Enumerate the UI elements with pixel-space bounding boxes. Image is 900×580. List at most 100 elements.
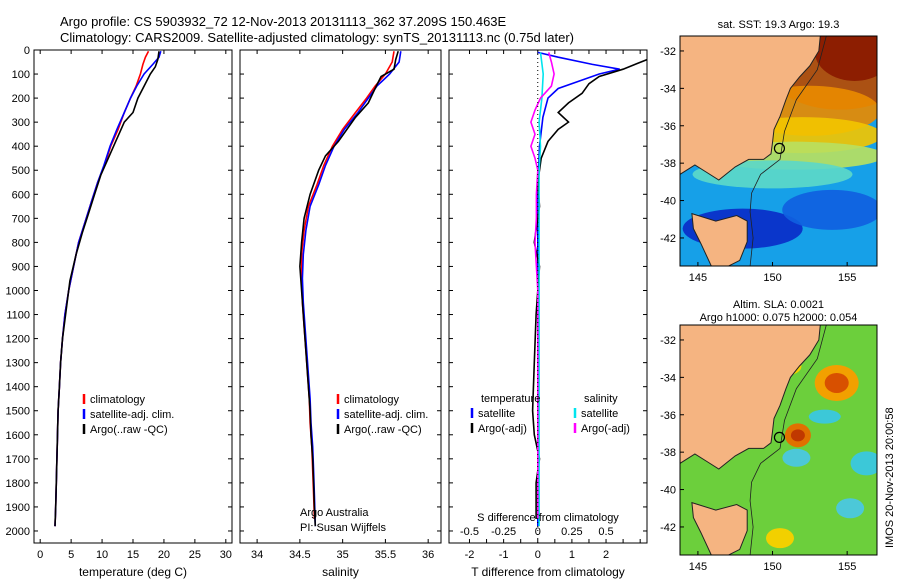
y-tick-label: 900 [12, 261, 30, 273]
figure-title-line-1: Argo profile: CS 5903932_72 12-Nov-2013 … [60, 14, 507, 29]
s-tick-label: -0.25 [491, 526, 516, 538]
map-title: sat. SST: 19.3 Argo: 19.3 [718, 19, 840, 31]
map-frame [679, 35, 878, 267]
plot-frame [448, 49, 648, 544]
y-tick-label: 1800 [6, 478, 30, 490]
map-x-tick-label: 145 [689, 272, 707, 284]
x-tick-label: 25 [189, 549, 201, 561]
sst-field-patch [782, 189, 877, 230]
legend-label: Argo(-adj) [581, 423, 630, 435]
tasmania-landmass [691, 501, 748, 555]
imos-watermark: IMOS 20-Nov-2013 20:00:58 [884, 407, 896, 548]
x-tick-label: 30 [220, 549, 232, 561]
annotation-line-1: Argo Australia [300, 507, 369, 519]
y-tick-label: 1900 [6, 502, 30, 514]
map-y-tick-label: -42 [660, 233, 676, 245]
legend-label: satellite [478, 408, 515, 420]
x-tick-label: 36 [422, 549, 434, 561]
y-tick-label: 1000 [6, 285, 30, 297]
y-tick-label: 2000 [6, 526, 30, 538]
map-y-tick-label: -40 [660, 196, 676, 208]
series-line-argo-raw-qc- [54, 51, 160, 527]
map-x-tick-label: 145 [689, 561, 707, 573]
map-title: Altim. SLA: 0.0021 [733, 299, 824, 311]
map-y-tick-label: -34 [660, 83, 676, 95]
tasmania-landmass [691, 212, 748, 266]
x-tick-label: 34 [251, 549, 263, 561]
x-tick-label: 0 [37, 549, 43, 561]
x-axis-label: salinity [322, 565, 359, 579]
x-tick-label: 20 [158, 549, 170, 561]
legend-label: climatology [90, 394, 146, 406]
map-x-tick-label: 150 [763, 272, 781, 284]
map-y-tick-label: -38 [660, 158, 676, 170]
map-frame [679, 324, 878, 556]
x-tick-label: 5 [68, 549, 74, 561]
legend-label: Argo(-adj) [478, 423, 527, 435]
x-tick-label: 0 [535, 549, 541, 561]
sla-field-patch [824, 372, 849, 393]
x-tick-label: 10 [96, 549, 108, 561]
map-sst [680, 36, 877, 266]
map-y-tick-label: -40 [660, 485, 676, 497]
mainland-landmass [680, 36, 821, 181]
y-tick-label: 200 [12, 93, 30, 105]
map-y-tick-label: -36 [660, 121, 676, 133]
sla-field-patch [765, 528, 794, 549]
s-tick-label: 0 [535, 526, 541, 538]
salinity-profile-plot: 34 34.5 35 35.5 36 salinity climatology satelli… [239, 49, 442, 579]
x-tick-label: 35 [337, 549, 349, 561]
x-tick-label: -1 [499, 549, 509, 561]
argo-float-marker [773, 431, 786, 443]
map-y-tick-label: -32 [660, 46, 676, 58]
s-tick-label: 0.5 [598, 526, 613, 538]
argo-float-marker [773, 142, 786, 154]
figure-title-line-2: Climatology: CARS2009. Satellite-adjuste… [60, 30, 575, 45]
x-tick-label: -2 [465, 549, 475, 561]
sla-field-patch [850, 451, 877, 476]
map-x-tick-label: 150 [763, 561, 781, 573]
map-x-tick-label: 155 [838, 272, 856, 284]
y-tick-label: 800 [12, 237, 30, 249]
y-tick-label: 600 [12, 189, 30, 201]
sla-field-patch [790, 429, 805, 442]
x-tick-label: 2 [603, 549, 609, 561]
x-tick-label: 1 [569, 549, 575, 561]
y-tick-label: 1600 [6, 430, 30, 442]
mainland-landmass [680, 325, 821, 470]
series-line-t-argo-adj- [531, 58, 647, 519]
y-tick-label: 300 [12, 117, 30, 129]
shelf-contour [749, 325, 827, 555]
legend-label: satellite-adj. clim. [90, 409, 174, 421]
map-y-tick-label: -36 [660, 410, 676, 422]
y-tick-label: 400 [12, 141, 30, 153]
legend-label: satellite [581, 408, 618, 420]
legend-label: Argo(..raw -QC) [90, 424, 168, 436]
y-tick-label: 0 [24, 45, 30, 57]
legend-label: satellite-adj. clim. [344, 409, 428, 421]
series-line-s-satellite [538, 52, 545, 527]
sst-field-patch [814, 36, 877, 81]
map-y-tick-label: -32 [660, 335, 676, 347]
map-y-tick-label: -42 [660, 522, 676, 534]
map-x-tick-label: 155 [838, 561, 856, 573]
y-tick-label: 100 [12, 69, 30, 81]
y-tick-label: 1400 [6, 382, 30, 394]
legend-heading-salinity: salinity [584, 393, 618, 405]
y-tick-label: 1500 [6, 406, 30, 418]
map-y-tick-label: -34 [660, 372, 676, 384]
temperature-profile-plot: 0 5 10 15 20 25 300100200300400500600700800900… [6, 45, 233, 579]
y-tick-label: 500 [12, 165, 30, 177]
y-tick-label: 1100 [6, 310, 30, 322]
map-y-tick-label: -38 [660, 447, 676, 459]
annotation-line-2: PI: Susan Wijffels [300, 522, 386, 534]
y-tick-label: 1300 [6, 358, 30, 370]
series-line-argo-raw-qc- [299, 50, 399, 527]
y-tick-label: 700 [12, 213, 30, 225]
map-subtitle: Argo h1000: 0.075 h2000: 0.054 [700, 312, 858, 324]
x-axis-label: T difference from climatology [471, 565, 625, 579]
s-tick-label: -0.5 [460, 526, 479, 538]
legend-label: Argo(..raw -QC) [344, 424, 422, 436]
s-tick-label: 0.25 [561, 526, 582, 538]
